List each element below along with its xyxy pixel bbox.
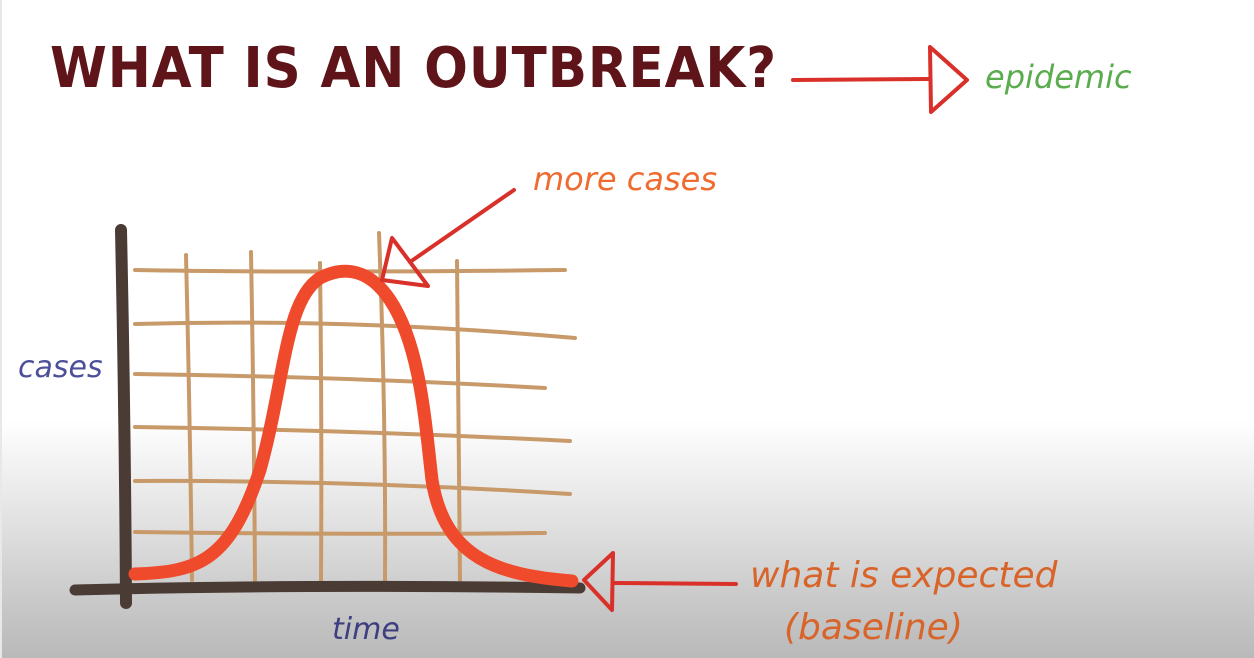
peak-annotation: more cases bbox=[533, 160, 717, 198]
page-title: WHAT IS AN OUTBREAK? bbox=[50, 36, 778, 101]
baseline-annotation-line1: what is expected bbox=[750, 555, 1058, 596]
y-axis-label: cases bbox=[18, 350, 103, 385]
epidemic-label: epidemic bbox=[985, 58, 1132, 96]
x-axis-label: time bbox=[332, 612, 400, 647]
baseline-annotation-line2: (baseline) bbox=[784, 607, 963, 648]
chart-grid bbox=[133, 231, 577, 582]
frame-edge bbox=[0, 0, 2, 658]
arrow-right-icon bbox=[791, 45, 969, 114]
chart-axes bbox=[69, 224, 586, 609]
cases-curve bbox=[128, 264, 579, 588]
arrow-left-icon bbox=[582, 551, 738, 612]
arrow-down-left-icon bbox=[380, 188, 516, 288]
